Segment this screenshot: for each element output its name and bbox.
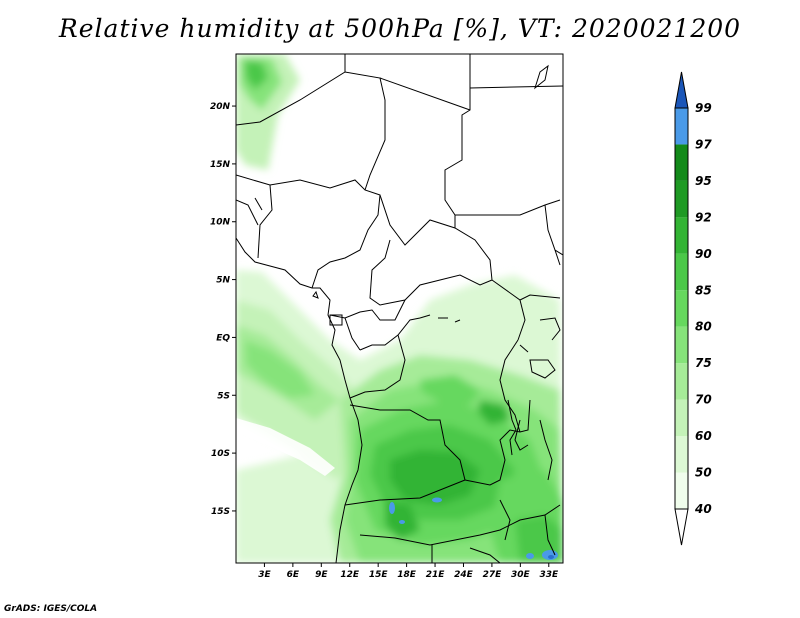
- lat-tick-label: 5N: [216, 276, 230, 286]
- colorbar-label: 60: [695, 429, 712, 443]
- colorbar-label: 75: [695, 356, 712, 370]
- colorbar-swatch: [675, 436, 688, 473]
- lon-tick-label: 24E: [454, 570, 474, 580]
- lat-tick-label: 15S: [211, 507, 230, 517]
- colorbar-swatch: [675, 144, 688, 181]
- colorbar-under-triangle: [674, 508, 689, 546]
- lon-tick-label: 15E: [369, 570, 389, 580]
- colorbar-swatch: [675, 180, 688, 218]
- lat-tick-label: 5S: [217, 391, 230, 401]
- colorbar: 40 50 60 70 75 80 85 90 92 95 97 99: [674, 71, 712, 546]
- colorbar-swatch: [675, 326, 688, 364]
- colorbar-label: 40: [694, 502, 712, 516]
- humidity-field: [236, 54, 563, 563]
- lat-tick-label: 10S: [211, 449, 230, 459]
- colorbar-swatch: [675, 472, 688, 509]
- map-title: Relative humidity at 500hPa [%], VT: 202…: [58, 14, 742, 43]
- lon-tick-label: 18E: [397, 570, 417, 580]
- lon-tick-label: 9E: [315, 570, 328, 580]
- colorbar-swatch: [675, 108, 688, 145]
- colorbar-swatch: [675, 290, 688, 327]
- colorbar-label: 80: [695, 320, 712, 334]
- lon-tick-label: 6E: [287, 570, 300, 580]
- lat-tick-label: 15N: [210, 160, 231, 170]
- lon-tick-label: 27E: [483, 570, 503, 580]
- lon-tick-label: 33E: [539, 570, 559, 580]
- lat-tick-label: 20N: [210, 102, 231, 112]
- map-frame: [235, 53, 564, 564]
- lat-tick-label: 10N: [210, 218, 231, 228]
- colorbar-label: 50: [695, 466, 712, 480]
- country-borders: [236, 54, 563, 563]
- colorbar-label: 97: [695, 137, 712, 151]
- colorbar-label: 95: [695, 174, 712, 188]
- grads-credit: GrADS: IGES/COLA: [4, 604, 98, 614]
- lon-tick-label: 12E: [340, 570, 360, 580]
- colorbar-over-triangle: [674, 71, 689, 109]
- colorbar-swatch: [675, 217, 688, 254]
- lon-tick-label: 30E: [511, 570, 531, 580]
- colorbar-label: 90: [695, 247, 712, 261]
- colorbar-swatch: [675, 399, 688, 437]
- lon-tick-label: 21E: [426, 570, 446, 580]
- colorbar-swatch: [675, 363, 688, 400]
- latitude-axis: 20N 15N 10N 5N EQ 5S 10S 15S: [210, 102, 236, 517]
- lon-tick-label: 3E: [258, 570, 271, 580]
- colorbar-label: 99: [695, 101, 712, 115]
- colorbar-label: 70: [695, 393, 712, 407]
- colorbar-label: 92: [695, 210, 712, 224]
- longitude-axis: 3E 6E 9E 12E 15E 18E 21E 24E 27E 30E 33E: [258, 563, 559, 580]
- colorbar-frame: [674, 107, 689, 510]
- colorbar-swatch: [675, 253, 688, 291]
- lat-tick-label: EQ: [216, 333, 230, 343]
- colorbar-label: 85: [695, 283, 712, 297]
